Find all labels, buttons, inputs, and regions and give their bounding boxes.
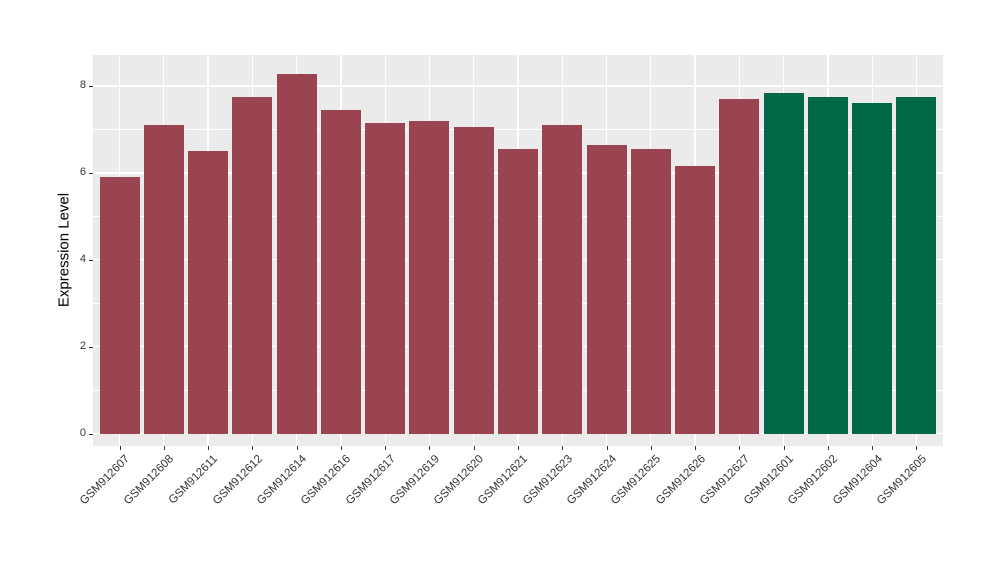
- y-tick-label: 6: [79, 166, 86, 179]
- x-tick-mark: [916, 446, 918, 450]
- plot-panel: [93, 55, 943, 446]
- x-tick-mark: [385, 446, 387, 450]
- bar-GSM912602: [807, 96, 848, 434]
- x-tick-mark: [783, 446, 785, 450]
- bar-GSM912626: [675, 166, 716, 434]
- bar-GSM912614: [276, 73, 317, 434]
- bar-GSM912627: [719, 99, 760, 434]
- bar-GSM912611: [188, 151, 229, 434]
- bar-GSM912621: [497, 148, 538, 434]
- bar-GSM912620: [453, 127, 494, 434]
- x-tick-mark: [650, 446, 652, 450]
- bar-GSM912604: [852, 103, 893, 434]
- x-tick-mark: [473, 446, 475, 450]
- y-tick-mark: [89, 172, 93, 174]
- y-tick-mark: [89, 259, 93, 261]
- x-tick-mark: [562, 446, 564, 450]
- bar-GSM912608: [143, 125, 184, 434]
- x-tick-mark: [517, 446, 519, 450]
- bar-GSM912625: [630, 148, 671, 434]
- y-tick-label: 8: [79, 79, 86, 92]
- bar-GSM912612: [232, 96, 273, 434]
- x-tick-mark: [695, 446, 697, 450]
- x-tick-mark: [340, 446, 342, 450]
- x-tick-mark: [163, 446, 165, 450]
- y-axis-title: Expression Level: [55, 192, 73, 308]
- bar-GSM912624: [586, 144, 627, 434]
- y-tick-mark: [89, 433, 93, 435]
- x-tick-mark: [208, 446, 210, 450]
- x-tick-mark: [827, 446, 829, 450]
- bar-GSM912616: [320, 109, 361, 434]
- y-tick-mark: [89, 346, 93, 348]
- x-tick-mark: [739, 446, 741, 450]
- bar-GSM912617: [365, 122, 406, 434]
- y-tick-label: 0: [79, 427, 86, 439]
- y-tick-label: 2: [79, 340, 86, 353]
- x-tick-mark: [429, 446, 431, 450]
- bar-GSM912607: [99, 177, 140, 434]
- bar-GSM912601: [763, 92, 804, 434]
- x-tick-mark: [606, 446, 608, 450]
- x-tick-mark: [119, 446, 121, 450]
- x-tick-mark: [252, 446, 254, 450]
- bar-GSM912605: [896, 96, 937, 434]
- bar-GSM912619: [409, 120, 450, 434]
- x-tick-mark: [296, 446, 298, 450]
- y-tick-mark: [89, 85, 93, 87]
- x-tick-mark: [872, 446, 874, 450]
- bar-GSM912623: [542, 125, 583, 434]
- y-tick-label: 4: [79, 253, 86, 266]
